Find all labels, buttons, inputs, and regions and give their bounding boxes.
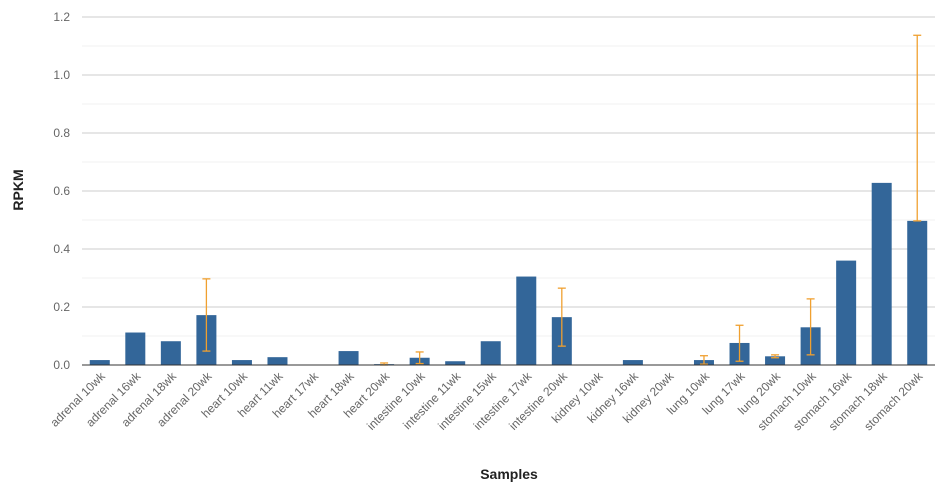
error-bars	[202, 34, 922, 366]
y-tick-label: 1.0	[53, 68, 70, 82]
error-bar	[415, 351, 424, 365]
bar	[516, 276, 537, 365]
bar	[89, 360, 110, 365]
bar	[622, 360, 643, 365]
bar	[267, 357, 288, 365]
x-axis-title: Samples	[480, 466, 538, 482]
bar	[125, 332, 146, 365]
bars	[89, 182, 928, 365]
bar	[480, 341, 501, 365]
bar	[765, 356, 786, 365]
bar	[231, 360, 252, 365]
error-bar	[771, 354, 780, 359]
y-tick-label: 0.6	[53, 184, 70, 198]
bar	[871, 182, 892, 365]
y-tick-label: 1.2	[53, 10, 70, 24]
y-tick-label: 0.2	[53, 300, 70, 314]
error-bar	[202, 278, 211, 352]
bar	[338, 351, 359, 365]
y-tick-label: 0.8	[53, 126, 70, 140]
y-axis-ticks: 0.0 0.2 0.4 0.6 0.8 1.0 1.2	[53, 10, 70, 372]
bar	[836, 260, 857, 365]
y-tick-label: 0.0	[53, 358, 70, 372]
error-bar	[913, 34, 922, 222]
bar	[907, 220, 928, 365]
y-axis-title: RPKM	[10, 169, 26, 210]
error-bar	[806, 298, 815, 356]
y-tick-label: 0.4	[53, 242, 70, 256]
error-bar	[735, 324, 744, 362]
error-bar	[557, 287, 566, 347]
error-bar	[699, 355, 708, 365]
bar	[445, 361, 466, 365]
gridlines	[82, 16, 935, 337]
bar	[160, 341, 181, 365]
